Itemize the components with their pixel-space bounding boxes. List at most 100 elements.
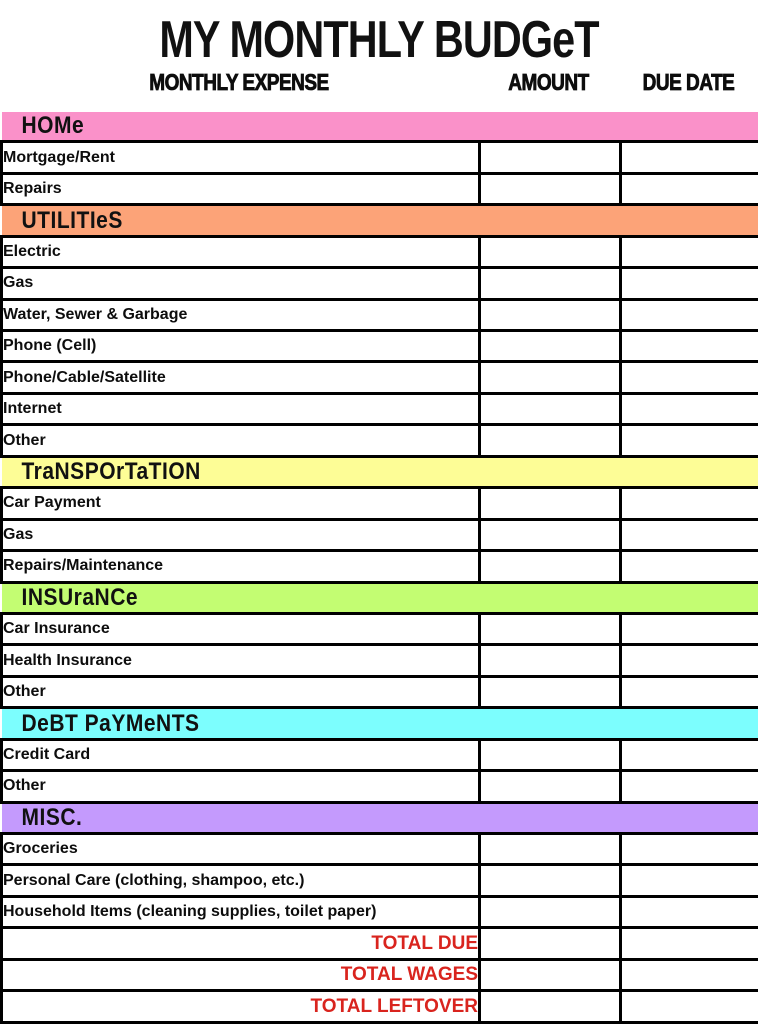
amount-input-cell-total-due[interactable]	[478, 926, 622, 961]
due-date-input-cell-household-items-cleaning-supplies-toilet-paper[interactable]	[619, 894, 758, 930]
due-date-input-cell-repairs-maintenance[interactable]	[619, 549, 758, 584]
due-date-input-cell-total-due[interactable]	[619, 926, 758, 961]
amount-input-cell-water-sewer-garbage[interactable]	[478, 297, 622, 333]
section-band-home: HOMe	[1, 112, 758, 142]
expense-row-phone-cable-satellite: Phone/Cable/Satellite	[0, 360, 758, 395]
expense-label-household-items-cleaning-supplies-toilet-paper: Household Items (cleaning supplies, toil…	[0, 894, 481, 930]
amount-input-cell-other[interactable]	[478, 423, 622, 458]
page-title: MY MONTHLY BUDGeT	[159, 9, 599, 69]
expense-row-internet: Internet	[0, 391, 758, 427]
expense-row-mortgage-rent: Mortgage/Rent	[0, 140, 758, 175]
due-date-input-cell-mortgage-rent[interactable]	[619, 140, 758, 175]
amount-input-cell-other[interactable]	[478, 674, 622, 710]
amount-input-cell-mortgage-rent[interactable]	[478, 140, 622, 175]
column-headers: MONTHLY EXPENSE AMOUNT DUE DATE	[0, 66, 758, 102]
expense-row-other: Other	[0, 423, 758, 458]
budget-table: HOMe Mortgage/Rent Repairs UTILITIeS Electri…	[0, 112, 758, 1024]
due-date-input-cell-repairs[interactable]	[619, 171, 758, 207]
total-label-total-leftover: TOTAL LEFTOVER	[0, 989, 481, 1024]
due-date-input-cell-credit-card[interactable]	[619, 737, 758, 773]
amount-input-cell-car-insurance[interactable]	[478, 611, 622, 647]
amount-input-cell-repairs[interactable]	[478, 171, 622, 207]
amount-input-cell-phone-cable-satellite[interactable]	[478, 360, 622, 395]
total-label-total-wages: TOTAL WAGES	[0, 957, 481, 993]
header-area: MY MONTHLY BUDGeT MONTHLY EXPENSE AMOUNT…	[0, 0, 758, 112]
section-band-cell-utilities: UTILITIeS	[1, 204, 758, 237]
amount-input-cell-groceries[interactable]	[478, 832, 622, 867]
due-date-input-cell-total-leftover[interactable]	[619, 989, 758, 1024]
expense-label-health-insurance: Health Insurance	[0, 643, 481, 678]
amount-input-cell-gas[interactable]	[478, 517, 622, 553]
section-band-debt-payments: DeBT PaYMeNTS	[1, 707, 758, 740]
expense-row-phone-cell: Phone (Cell)	[0, 329, 758, 364]
column-header-monthly-expense: MONTHLY EXPENSE	[149, 70, 330, 96]
section-band-cell-debt-payments: DeBT PaYMeNTS	[1, 707, 758, 740]
due-date-input-cell-internet[interactable]	[619, 391, 758, 427]
section-band-cell-transportation: TraNSPOrTaTION	[1, 456, 758, 488]
amount-input-cell-household-items-cleaning-supplies-toilet-paper[interactable]	[478, 894, 622, 930]
section-band-transportation: TraNSPOrTaTION	[1, 456, 758, 488]
expense-label-other: Other	[0, 769, 481, 804]
due-date-input-cell-car-insurance[interactable]	[619, 611, 758, 647]
expense-row-household-items-cleaning-supplies-toilet-paper: Household Items (cleaning supplies, toil…	[0, 894, 758, 930]
expense-label-repairs: Repairs	[0, 171, 481, 207]
due-date-input-cell-health-insurance[interactable]	[619, 643, 758, 678]
expense-label-phone-cell: Phone (Cell)	[0, 329, 481, 364]
section-title-utilities: UTILITIeS	[21, 206, 123, 234]
amount-input-cell-repairs-maintenance[interactable]	[478, 549, 622, 584]
expense-label-mortgage-rent: Mortgage/Rent	[0, 140, 481, 175]
due-date-input-cell-other[interactable]	[619, 769, 758, 804]
due-date-input-cell-other[interactable]	[619, 674, 758, 710]
expense-label-credit-card: Credit Card	[0, 737, 481, 773]
expense-label-electric: Electric	[0, 234, 481, 270]
amount-input-cell-internet[interactable]	[478, 391, 622, 427]
amount-input-cell-phone-cell[interactable]	[478, 329, 622, 364]
expense-row-repairs-maintenance: Repairs/Maintenance	[0, 549, 758, 584]
expense-row-gas: Gas	[0, 517, 758, 553]
expense-row-electric: Electric	[0, 234, 758, 270]
section-band-cell-insurance: INSUraNCe	[1, 582, 758, 614]
expense-row-other: Other	[0, 674, 758, 710]
section-title-debt-payments: DeBT PaYMeNTS	[21, 709, 200, 737]
total-row-total-wages: TOTAL WAGES	[0, 957, 758, 993]
due-date-input-cell-phone-cell[interactable]	[619, 329, 758, 364]
due-date-input-cell-gas[interactable]	[619, 266, 758, 301]
due-date-input-cell-groceries[interactable]	[619, 832, 758, 867]
amount-input-cell-health-insurance[interactable]	[478, 643, 622, 678]
section-band-utilities: UTILITIeS	[1, 204, 758, 237]
expense-row-other: Other	[0, 769, 758, 804]
due-date-input-cell-water-sewer-garbage[interactable]	[619, 297, 758, 333]
amount-input-cell-personal-care-clothing-shampoo-etc[interactable]	[478, 863, 622, 898]
amount-input-cell-electric[interactable]	[478, 234, 622, 270]
due-date-input-cell-electric[interactable]	[619, 234, 758, 270]
expense-label-other: Other	[0, 674, 481, 710]
expense-row-personal-care-clothing-shampoo-etc: Personal Care (clothing, shampoo, etc.)	[0, 863, 758, 898]
total-row-total-leftover: TOTAL LEFTOVER	[0, 989, 758, 1024]
due-date-input-cell-car-payment[interactable]	[619, 486, 758, 521]
section-title-insurance: INSUraNCe	[21, 583, 139, 611]
column-header-amount: AMOUNT	[508, 70, 590, 96]
section-band-insurance: INSUraNCe	[1, 582, 758, 614]
amount-input-cell-credit-card[interactable]	[478, 737, 622, 773]
amount-input-cell-total-leftover[interactable]	[478, 989, 622, 1024]
amount-input-cell-other[interactable]	[478, 769, 622, 804]
due-date-input-cell-other[interactable]	[619, 423, 758, 458]
expense-label-internet: Internet	[0, 391, 481, 427]
section-title-misc: MISC.	[21, 804, 83, 831]
expense-label-car-insurance: Car Insurance	[0, 611, 481, 647]
expense-label-gas: Gas	[0, 517, 481, 553]
section-band-cell-misc: MISC.	[1, 802, 758, 834]
section-band-cell-home: HOMe	[1, 112, 758, 142]
expense-row-water-sewer-garbage: Water, Sewer & Garbage	[0, 297, 758, 333]
amount-input-cell-car-payment[interactable]	[478, 486, 622, 521]
expense-label-phone-cable-satellite: Phone/Cable/Satellite	[0, 360, 481, 395]
section-title-transportation: TraNSPOrTaTION	[21, 458, 201, 485]
due-date-input-cell-phone-cable-satellite[interactable]	[619, 360, 758, 395]
expense-label-other: Other	[0, 423, 481, 458]
due-date-input-cell-gas[interactable]	[619, 517, 758, 553]
amount-input-cell-total-wages[interactable]	[478, 957, 622, 993]
amount-input-cell-gas[interactable]	[478, 266, 622, 301]
due-date-input-cell-total-wages[interactable]	[619, 957, 758, 993]
due-date-input-cell-personal-care-clothing-shampoo-etc[interactable]	[619, 863, 758, 898]
